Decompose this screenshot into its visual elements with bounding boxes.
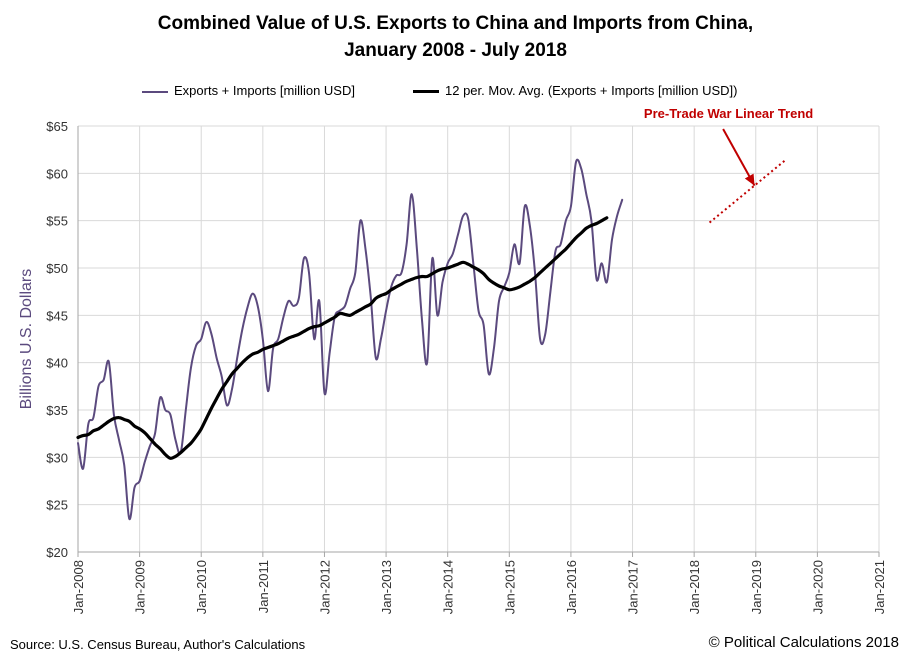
legend-label-exports-imports: Exports + Imports [million USD] — [174, 83, 355, 98]
y-tick-label-0: $20 — [46, 545, 68, 560]
legend-item-exports-imports: Exports + Imports [million USD] — [142, 82, 355, 100]
y-tick-label-4: $40 — [46, 356, 68, 371]
x-tick-label-6: Jan-2014 — [441, 560, 456, 614]
chart-legend: Exports + Imports [million USD] 12 per. … — [0, 82, 911, 102]
x-tick-label-7: Jan-2015 — [502, 560, 517, 614]
trend-line — [708, 158, 788, 224]
x-tick-label-1: Jan-2009 — [133, 560, 148, 614]
x-tick-label-13: Jan-2021 — [872, 560, 887, 614]
legend-swatch-black — [413, 90, 439, 94]
y-tick-label-8: $60 — [46, 166, 68, 181]
series-line-moving-average — [76, 216, 609, 460]
y-tick-label-3: $35 — [46, 403, 68, 418]
chart-title-line-1: Combined Value of U.S. Exports to China … — [157, 13, 754, 34]
y-axis-label: Billions U.S. Dollars — [18, 269, 35, 409]
x-tick-label-3: Jan-2011 — [256, 560, 271, 613]
trend-annotation: Pre-Trade War Linear Trend — [644, 106, 813, 121]
chart-title-line-2: January 2008 - July 2018 — [344, 40, 567, 61]
y-tick-label-9: $65 — [46, 119, 68, 134]
x-tick-label-0: Jan-2008 — [71, 560, 86, 614]
trend-arrow-head — [744, 173, 755, 186]
y-tick-label-5: $45 — [46, 308, 68, 323]
legend-label-moving-average: 12 per. Mov. Avg. (Exports + Imports [mi… — [445, 83, 738, 98]
copyright-note: © Political Calculations 2018 — [708, 634, 899, 651]
legend-swatch-purple — [142, 90, 168, 93]
legend-item-moving-average: 12 per. Mov. Avg. (Exports + Imports [mi… — [413, 82, 737, 100]
x-tick-label-12: Jan-2020 — [810, 560, 825, 614]
x-tick-label-9: Jan-2017 — [626, 560, 641, 614]
x-tick-label-11: Jan-2019 — [749, 560, 764, 614]
x-tick-label-2: Jan-2010 — [194, 560, 209, 614]
x-tick-label-4: Jan-2012 — [317, 560, 332, 614]
source-note: Source: U.S. Census Bureau, Author's Cal… — [10, 637, 306, 652]
y-tick-label-1: $25 — [46, 498, 68, 513]
y-tick-label-7: $55 — [46, 214, 68, 229]
y-tick-label-6: $50 — [46, 261, 68, 276]
x-tick-label-5: Jan-2013 — [379, 560, 394, 614]
y-tick-label-2: $30 — [46, 450, 68, 465]
series-line-exports-imports — [77, 158, 624, 520]
x-tick-label-8: Jan-2016 — [564, 560, 579, 614]
x-tick-label-10: Jan-2018 — [687, 560, 702, 614]
chart-title: Combined Value of U.S. Exports to China … — [0, 10, 911, 64]
